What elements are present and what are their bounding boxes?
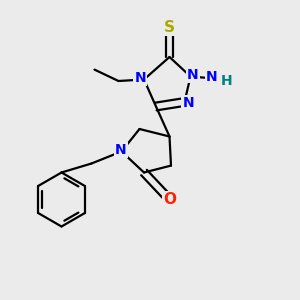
Text: H: H: [220, 74, 232, 88]
Text: N: N: [115, 143, 126, 157]
Text: N: N: [187, 68, 199, 82]
Text: N: N: [135, 71, 146, 85]
Text: S: S: [164, 20, 175, 34]
Text: O: O: [163, 192, 176, 207]
Text: N: N: [206, 70, 217, 84]
Text: N: N: [182, 96, 194, 110]
